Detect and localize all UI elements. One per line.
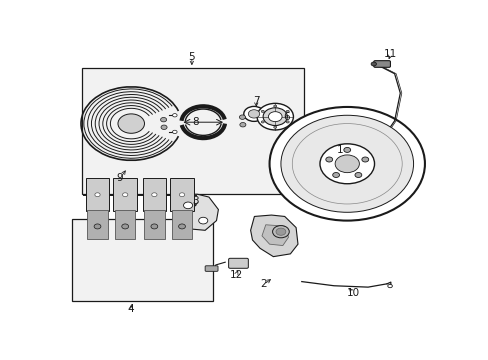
Text: 10: 10 [346, 288, 359, 298]
Text: 4: 4 [128, 304, 134, 314]
Circle shape [354, 172, 361, 177]
Polygon shape [262, 225, 288, 246]
Circle shape [183, 202, 192, 209]
Circle shape [261, 121, 264, 123]
FancyBboxPatch shape [144, 210, 164, 239]
Circle shape [273, 126, 276, 128]
Circle shape [172, 130, 177, 134]
Bar [82, 68, 303, 194]
Circle shape [122, 193, 127, 197]
Circle shape [269, 107, 424, 221]
FancyBboxPatch shape [373, 61, 389, 67]
Circle shape [118, 114, 144, 133]
Circle shape [160, 117, 166, 122]
Text: 9: 9 [116, 174, 123, 184]
FancyBboxPatch shape [87, 210, 107, 239]
Circle shape [263, 108, 287, 126]
Circle shape [292, 123, 401, 204]
Circle shape [343, 148, 350, 152]
Circle shape [370, 62, 376, 66]
Circle shape [268, 112, 282, 122]
Text: 6: 6 [283, 112, 289, 122]
FancyBboxPatch shape [170, 177, 193, 211]
Text: 7: 7 [252, 96, 259, 107]
Bar [72, 219, 212, 301]
Circle shape [387, 284, 391, 288]
Circle shape [319, 144, 374, 184]
FancyBboxPatch shape [205, 266, 218, 271]
Circle shape [275, 228, 285, 235]
FancyBboxPatch shape [142, 177, 166, 211]
Circle shape [357, 158, 363, 162]
Circle shape [285, 121, 288, 123]
FancyBboxPatch shape [115, 210, 135, 239]
Polygon shape [250, 215, 297, 257]
Circle shape [178, 224, 185, 229]
Text: 5: 5 [188, 51, 195, 62]
Circle shape [334, 155, 359, 173]
Circle shape [179, 193, 184, 197]
Circle shape [239, 115, 245, 120]
Circle shape [151, 193, 157, 197]
FancyBboxPatch shape [228, 258, 248, 268]
Circle shape [285, 110, 288, 112]
Circle shape [198, 217, 207, 224]
Circle shape [95, 193, 100, 197]
FancyBboxPatch shape [113, 177, 137, 211]
FancyBboxPatch shape [85, 177, 109, 211]
Circle shape [361, 157, 368, 162]
Text: 12: 12 [229, 270, 243, 280]
Text: 1: 1 [336, 145, 342, 155]
Circle shape [122, 224, 128, 229]
FancyBboxPatch shape [171, 210, 192, 239]
Text: 8: 8 [192, 117, 199, 127]
Circle shape [332, 172, 339, 177]
Circle shape [280, 115, 413, 212]
Text: 2: 2 [260, 279, 266, 289]
Circle shape [94, 224, 101, 229]
Text: 11: 11 [384, 49, 397, 59]
Circle shape [325, 157, 332, 162]
Circle shape [257, 103, 293, 130]
Circle shape [172, 114, 177, 117]
Circle shape [261, 110, 264, 112]
Circle shape [272, 226, 289, 238]
Text: 3: 3 [192, 196, 199, 206]
Polygon shape [175, 194, 218, 230]
Circle shape [161, 125, 167, 130]
Circle shape [248, 110, 259, 118]
Circle shape [273, 105, 276, 107]
Circle shape [239, 122, 245, 127]
Circle shape [244, 107, 264, 121]
Circle shape [151, 224, 158, 229]
